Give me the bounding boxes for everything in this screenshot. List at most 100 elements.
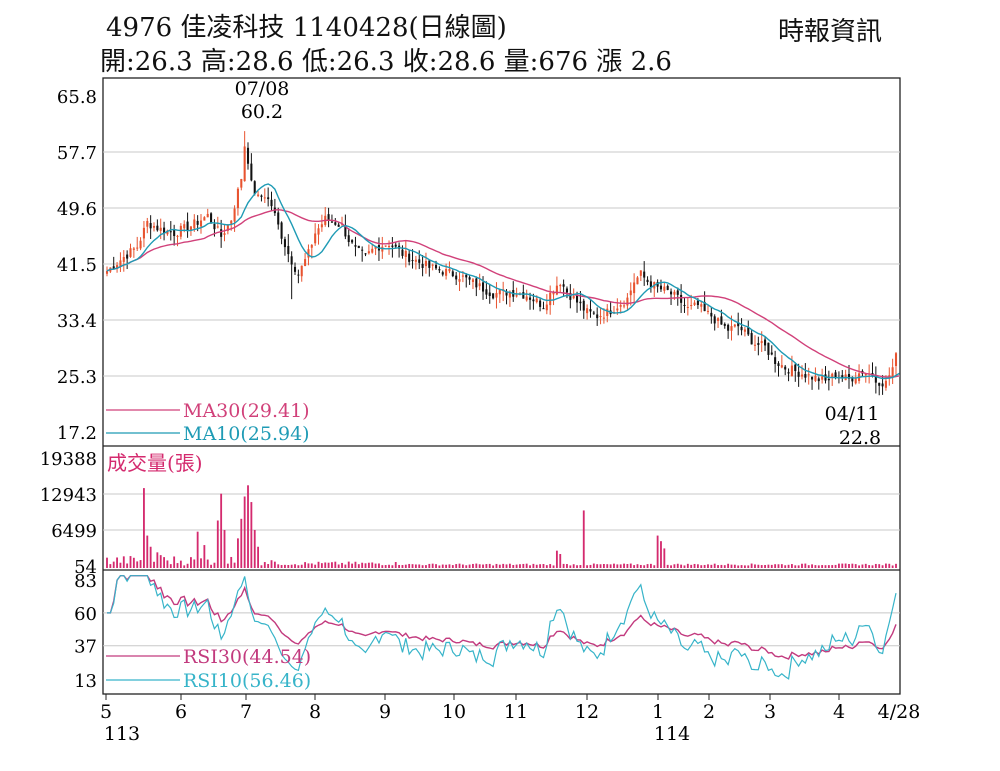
volume-bar — [337, 564, 340, 568]
volume-bar — [895, 563, 897, 568]
volume-bar — [438, 565, 441, 568]
axis-labels: 65.857.749.641.533.425.317.2193881294364… — [40, 87, 921, 745]
volume-bar — [676, 563, 679, 568]
candle-body — [636, 277, 639, 285]
volume-bar — [848, 564, 850, 568]
volume-bar — [334, 561, 337, 568]
volume-bar — [743, 565, 746, 568]
candle-body — [800, 374, 804, 377]
candle-body — [633, 282, 636, 294]
candle-body — [105, 271, 109, 274]
volume-bar — [163, 557, 165, 568]
volume-bar — [136, 561, 139, 568]
candle-body — [784, 366, 787, 370]
candle-body — [226, 224, 229, 231]
volume-bar — [750, 563, 753, 568]
volume-bar — [555, 550, 558, 568]
volume-tick-label: 19388 — [40, 449, 97, 470]
volume-tick-label: 54 — [74, 557, 97, 578]
volume-bar — [371, 562, 374, 568]
candle-body — [492, 293, 495, 299]
volume-bar — [817, 565, 820, 568]
volume-bar — [844, 563, 847, 568]
rsi10-line — [107, 575, 897, 680]
candle-body — [199, 220, 203, 227]
candle-body — [807, 374, 810, 376]
volume-bar — [159, 555, 162, 568]
candle-body — [146, 220, 149, 227]
volume-bar — [656, 535, 659, 568]
candle-body — [203, 217, 206, 221]
candle-body — [864, 373, 867, 376]
candle-body — [508, 291, 511, 298]
candle-body — [706, 310, 710, 312]
volume-bar — [552, 565, 555, 568]
volume-bar — [780, 564, 783, 568]
candle-body — [253, 181, 256, 194]
volume-bar — [730, 564, 733, 568]
candle-body — [542, 308, 545, 310]
candle-body — [619, 305, 622, 307]
volume-bar — [539, 564, 542, 568]
volume-bar — [428, 563, 431, 568]
volume-bar — [414, 564, 417, 568]
candle-body — [246, 147, 250, 164]
candle-body — [434, 265, 438, 269]
volume-bar — [794, 565, 797, 568]
candle-body — [535, 298, 538, 303]
candle-body — [401, 249, 404, 256]
volume-bar — [696, 564, 699, 568]
candle-body — [481, 282, 485, 292]
volume-bar — [760, 565, 763, 568]
volume-bar — [720, 564, 723, 568]
rsi-panel: RSI30(44.54)RSI10(56.46) — [106, 575, 897, 692]
candle-body — [371, 248, 374, 253]
volume-bar — [713, 563, 716, 568]
x-tick-label: 6 — [175, 701, 187, 723]
candle-body — [257, 194, 260, 196]
candle-body — [643, 271, 646, 278]
candle-body — [277, 212, 280, 225]
volume-bar — [693, 563, 696, 568]
volume-bar — [213, 562, 216, 568]
candle-body — [428, 260, 431, 268]
volume-bar — [589, 564, 592, 568]
volume-bar — [257, 546, 260, 568]
volume-bar — [710, 564, 713, 568]
ma30-legend-label: MA30(29.41) — [183, 400, 310, 422]
candle-body — [596, 314, 599, 319]
gridlines — [103, 151, 900, 647]
candle-body — [623, 305, 626, 307]
volume-bar — [683, 565, 686, 568]
candle-body — [884, 380, 887, 388]
candle-body — [223, 233, 226, 235]
volume-bar — [770, 564, 773, 568]
candle-body — [327, 214, 330, 221]
volume-bar — [485, 564, 488, 568]
candle-body — [797, 371, 800, 377]
volume-bar — [606, 564, 609, 568]
volume-bar — [475, 563, 478, 568]
candle-body — [293, 266, 297, 272]
price-panel: MA30(29.41)MA10(25.94) — [105, 131, 900, 445]
volume-bar — [327, 562, 330, 568]
volume-bar — [666, 564, 669, 568]
volume-bar — [203, 545, 206, 568]
volume-bar — [841, 563, 844, 568]
volume-bar — [284, 564, 286, 568]
volume-bar — [126, 563, 129, 568]
candle-body — [404, 250, 407, 257]
volume-bar — [602, 564, 605, 568]
candle-body — [673, 291, 676, 295]
volume-bar — [623, 563, 625, 568]
volume-bar — [596, 564, 599, 568]
volume-bar — [263, 562, 266, 568]
volume-bar — [149, 546, 152, 568]
volume-bar — [240, 518, 243, 568]
candle-body — [196, 220, 199, 225]
volume-bar — [250, 502, 253, 568]
candle-body — [122, 257, 125, 262]
volume-bar — [280, 565, 283, 568]
